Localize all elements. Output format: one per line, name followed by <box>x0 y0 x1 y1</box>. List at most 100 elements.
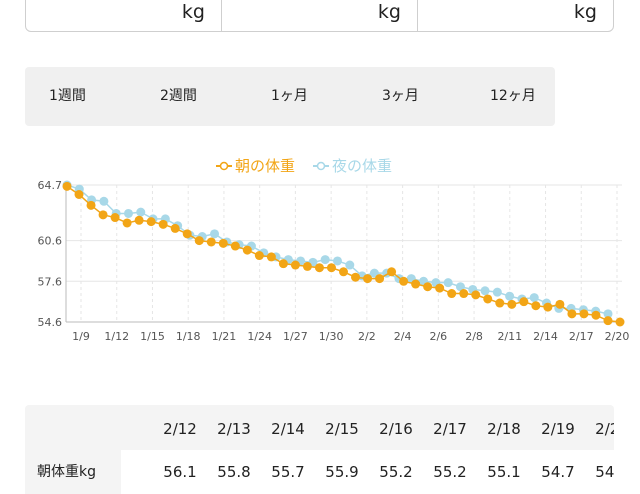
table-cell-weight: 55.7 <box>271 463 305 481</box>
table-date-header: 2/15 <box>325 420 359 438</box>
morning-point[interactable] <box>254 251 264 261</box>
morning-point[interactable] <box>242 245 252 255</box>
x-tick-label: 2/17 <box>569 330 594 343</box>
morning-point[interactable] <box>375 274 385 284</box>
morning-point[interactable] <box>435 283 445 293</box>
x-tick-label: 1/15 <box>140 330 165 343</box>
morning-point[interactable] <box>134 215 144 225</box>
morning-point[interactable] <box>182 229 192 239</box>
x-tick-label: 2/14 <box>533 330 558 343</box>
morning-point[interactable] <box>399 276 409 286</box>
series-evening <box>62 180 613 319</box>
evening-point[interactable] <box>480 286 490 296</box>
morning-point[interactable] <box>423 282 433 292</box>
x-tick-label: 2/4 <box>394 330 412 343</box>
evening-point[interactable] <box>505 291 515 301</box>
legend-morning[interactable]: 朝の体重 <box>216 157 295 175</box>
table-header-row: 2/12 2/13 2/14 2/15 2/16 2/17 2/18 2/19 2/20 <box>25 405 614 450</box>
legend-evening[interactable]: 夜の体重 <box>313 157 392 175</box>
evening-point[interactable] <box>492 287 502 297</box>
evening-point[interactable] <box>603 309 613 319</box>
x-tick-label: 2/6 <box>429 330 447 343</box>
y-tick-label: 60.6 <box>38 235 63 248</box>
morning-point[interactable] <box>62 181 72 191</box>
y-tick-label: 64.7 <box>38 179 63 192</box>
morning-point[interactable] <box>579 309 589 319</box>
morning-point[interactable] <box>170 223 180 233</box>
chart-grid <box>65 184 622 323</box>
x-tick-label: 1/21 <box>212 330 237 343</box>
morning-point[interactable] <box>339 267 348 277</box>
evening-point[interactable] <box>99 196 109 206</box>
table-cell-weight: 54.6 <box>595 463 614 481</box>
morning-point[interactable] <box>447 289 457 299</box>
weight-input-3[interactable]: kg <box>418 0 613 31</box>
morning-point[interactable] <box>459 289 469 299</box>
table-date-header: 2/17 <box>433 420 467 438</box>
morning-point[interactable] <box>471 290 481 300</box>
morning-point[interactable] <box>603 316 613 326</box>
morning-point[interactable] <box>122 218 132 228</box>
evening-point[interactable] <box>123 208 133 218</box>
morning-point[interactable] <box>507 299 517 309</box>
morning-point[interactable] <box>591 310 601 320</box>
evening-point[interactable] <box>455 282 465 292</box>
morning-point[interactable] <box>146 217 156 227</box>
table-cell-weight: 54.7 <box>541 463 575 481</box>
evening-point[interactable] <box>529 293 539 303</box>
x-tick-label: 2/2 <box>358 330 376 343</box>
morning-point[interactable] <box>98 210 108 220</box>
table-cell-weight: 55.2 <box>433 463 467 481</box>
morning-point[interactable] <box>86 200 96 210</box>
morning-point[interactable] <box>363 274 373 284</box>
evening-point[interactable] <box>136 207 146 217</box>
morning-point[interactable] <box>110 213 120 223</box>
morning-point[interactable] <box>351 272 361 282</box>
evening-point[interactable] <box>443 278 453 288</box>
tab-1-month[interactable]: 1ヶ月 <box>271 88 308 104</box>
morning-point[interactable] <box>218 238 228 248</box>
morning-point[interactable] <box>615 317 625 327</box>
morning-point[interactable] <box>411 279 421 289</box>
table-cell-weight: 55.1 <box>487 463 521 481</box>
morning-point[interactable] <box>387 267 397 277</box>
evening-point[interactable] <box>320 255 330 265</box>
morning-point[interactable] <box>495 298 505 308</box>
morning-point[interactable] <box>158 219 168 229</box>
morning-point[interactable] <box>278 259 288 269</box>
morning-point[interactable] <box>194 236 204 246</box>
morning-point[interactable] <box>290 260 300 270</box>
x-tick-label: 1/18 <box>176 330 201 343</box>
y-tick-label: 54.6 <box>38 316 63 329</box>
morning-point[interactable] <box>74 189 84 199</box>
weight-table: 2/12 2/13 2/14 2/15 2/16 2/17 2/18 2/19 2/20 朝体重… <box>25 405 614 494</box>
morning-point[interactable] <box>302 261 312 271</box>
morning-point[interactable] <box>531 301 541 311</box>
morning-point[interactable] <box>206 237 216 247</box>
morning-point[interactable] <box>326 263 336 273</box>
morning-point[interactable] <box>519 297 529 307</box>
evening-point[interactable] <box>333 256 342 266</box>
tab-1-week[interactable]: 1週間 <box>49 88 86 104</box>
evening-point[interactable] <box>345 260 355 270</box>
tab-12-months[interactable]: 12ヶ月 <box>490 88 536 104</box>
tab-3-months[interactable]: 3ヶ月 <box>382 88 419 104</box>
x-tick-label: 1/24 <box>247 330 272 343</box>
morning-point[interactable] <box>567 309 577 319</box>
morning-point[interactable] <box>230 241 240 251</box>
morning-point[interactable] <box>483 294 493 304</box>
morning-point[interactable] <box>266 252 276 262</box>
morning-point[interactable] <box>543 302 553 312</box>
weight-input-1[interactable]: kg <box>26 0 222 31</box>
evening-point[interactable] <box>210 229 220 239</box>
weight-input-2[interactable]: kg <box>222 0 418 31</box>
table-date-header: 2/12 <box>163 420 197 438</box>
series-morning <box>62 181 625 327</box>
tab-2-weeks[interactable]: 2週間 <box>160 88 197 104</box>
evening-line <box>66 184 609 315</box>
morning-point[interactable] <box>314 263 324 273</box>
legend-evening-label: 夜の体重 <box>332 157 392 175</box>
morning-point[interactable] <box>555 299 565 309</box>
legend-morning-label: 朝の体重 <box>235 157 295 175</box>
x-tick-label: 1/30 <box>319 330 344 343</box>
